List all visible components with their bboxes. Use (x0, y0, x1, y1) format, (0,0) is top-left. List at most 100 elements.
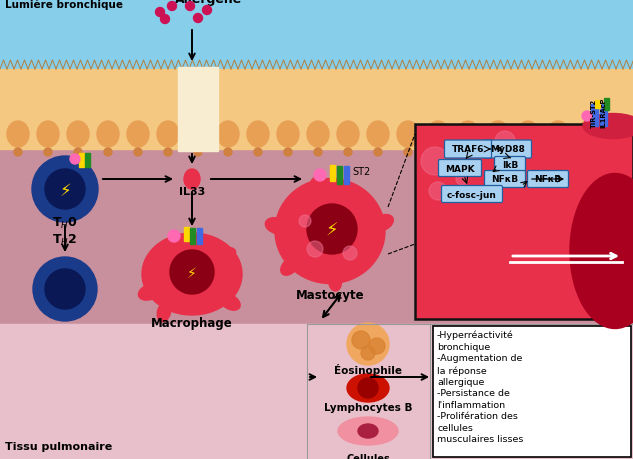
Bar (600, 105, 607, 127)
Ellipse shape (74, 149, 82, 157)
Text: Cellules
musculaires lisses: Cellules musculaires lisses (318, 453, 418, 459)
Ellipse shape (184, 170, 200, 190)
Bar (0, 70, 633, 150)
Ellipse shape (218, 248, 235, 261)
Circle shape (156, 8, 165, 17)
Text: IkB: IkB (502, 161, 518, 170)
Bar (85, 154, 90, 168)
Circle shape (161, 16, 170, 24)
Ellipse shape (281, 257, 299, 275)
Circle shape (429, 183, 447, 201)
Ellipse shape (67, 122, 89, 148)
Circle shape (32, 157, 98, 223)
Text: T$_H$0: T$_H$0 (52, 216, 78, 230)
Ellipse shape (554, 149, 562, 157)
Circle shape (307, 205, 357, 254)
Circle shape (33, 257, 97, 321)
Circle shape (168, 2, 177, 11)
Circle shape (421, 148, 449, 176)
Bar (0, 325, 633, 459)
Bar (178, 68, 218, 151)
Ellipse shape (404, 149, 412, 157)
Ellipse shape (607, 122, 629, 148)
Ellipse shape (487, 122, 509, 148)
Ellipse shape (494, 149, 502, 157)
Text: ⚡: ⚡ (187, 266, 197, 280)
Text: Mastocyte: Mastocyte (296, 288, 365, 302)
Ellipse shape (464, 149, 472, 157)
Circle shape (299, 216, 311, 228)
Text: ⚡: ⚡ (60, 182, 71, 200)
FancyBboxPatch shape (494, 157, 525, 174)
Ellipse shape (157, 302, 171, 322)
Circle shape (582, 112, 592, 122)
Bar (79, 154, 84, 168)
Text: Éosinophile: Éosinophile (334, 363, 402, 375)
Ellipse shape (157, 122, 179, 148)
Circle shape (361, 346, 375, 360)
Ellipse shape (134, 149, 142, 157)
Circle shape (369, 338, 385, 354)
Text: TIR-ST2: TIR-ST2 (591, 99, 597, 128)
Bar (0, 0, 633, 70)
Bar (197, 229, 202, 245)
Ellipse shape (247, 122, 269, 148)
FancyBboxPatch shape (441, 186, 503, 203)
Bar (0, 150, 633, 459)
Circle shape (358, 378, 378, 398)
Text: Macrophage: Macrophage (151, 316, 233, 329)
Bar (604, 99, 609, 111)
Ellipse shape (517, 122, 539, 148)
Text: Allergène: Allergène (175, 0, 242, 6)
Ellipse shape (337, 122, 359, 148)
Ellipse shape (434, 149, 442, 157)
Circle shape (203, 6, 211, 16)
Text: IL33: IL33 (179, 187, 205, 196)
Bar (595, 101, 600, 109)
Bar (433, 326, 631, 457)
Bar (415, 125, 633, 319)
Ellipse shape (371, 215, 393, 232)
Ellipse shape (127, 122, 149, 148)
Text: ST2: ST2 (352, 167, 370, 177)
Circle shape (495, 132, 515, 151)
Text: T$_H$2: T$_H$2 (53, 233, 78, 247)
Circle shape (168, 230, 180, 242)
Ellipse shape (37, 122, 59, 148)
Ellipse shape (7, 122, 29, 148)
Ellipse shape (367, 122, 389, 148)
Ellipse shape (254, 149, 262, 157)
Ellipse shape (329, 271, 342, 291)
Ellipse shape (277, 122, 299, 148)
Circle shape (456, 174, 468, 185)
Circle shape (194, 15, 203, 23)
Ellipse shape (314, 149, 322, 157)
Circle shape (343, 246, 357, 260)
Circle shape (170, 251, 214, 294)
Circle shape (185, 2, 194, 11)
Text: c-fosc-jun: c-fosc-jun (447, 190, 497, 199)
Ellipse shape (194, 149, 202, 157)
Ellipse shape (139, 284, 161, 301)
Bar (330, 166, 335, 182)
Circle shape (314, 170, 326, 182)
Ellipse shape (614, 149, 622, 157)
Bar (337, 167, 342, 185)
Ellipse shape (547, 122, 569, 148)
Ellipse shape (524, 149, 532, 157)
Text: MyD88: MyD88 (491, 145, 525, 154)
Ellipse shape (217, 122, 239, 148)
Ellipse shape (142, 234, 242, 315)
Ellipse shape (570, 174, 633, 329)
Bar (344, 167, 349, 185)
Text: IL1RAcP: IL1RAcP (600, 97, 606, 128)
Ellipse shape (224, 149, 232, 157)
Ellipse shape (457, 122, 479, 148)
Ellipse shape (104, 149, 112, 157)
Circle shape (352, 331, 370, 349)
Ellipse shape (187, 122, 209, 148)
Ellipse shape (44, 149, 52, 157)
Ellipse shape (584, 149, 592, 157)
Ellipse shape (14, 149, 22, 157)
Bar (190, 229, 195, 245)
